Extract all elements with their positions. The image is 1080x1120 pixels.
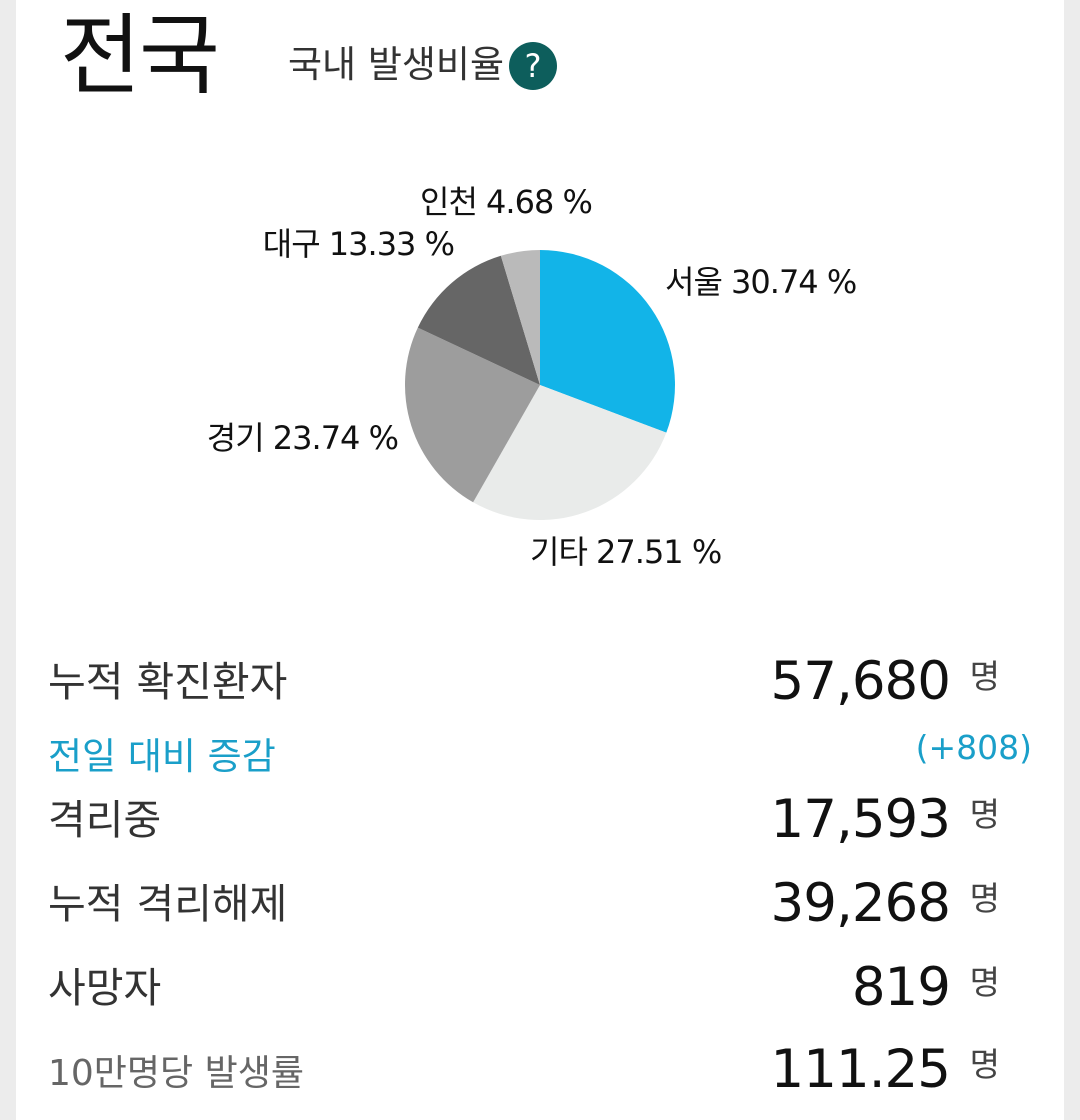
stat-cumulative-value: 57,680 <box>770 651 951 712</box>
delta-value: (+808) <box>915 728 1032 767</box>
subtitle: 국내 발생비율 <box>288 43 505 86</box>
pie-chart: 서울 30.74 % 기타 27.51 % 경기 23.74 % 대구 13.33 %… <box>207 183 858 571</box>
stat-released-unit: 명 <box>969 879 1000 918</box>
pie-label-1: 서울 30.74 % <box>665 263 856 301</box>
stat-released-value: 39,268 <box>770 873 951 934</box>
region-title: 전국 <box>60 4 220 107</box>
stat-isolating-value: 17,593 <box>770 789 951 850</box>
stat-rate-label: 10만명당 발생률 <box>48 1053 304 1094</box>
stat-rate-row: 10만명당 발생률 111.25 명 <box>48 1039 1000 1100</box>
pie-slice-5 <box>500 250 540 385</box>
pie-slice-1 <box>540 250 675 433</box>
pie-label-2: 기타 27.51 % <box>530 533 721 571</box>
stat-released-label: 누적 격리해제 <box>48 880 288 928</box>
stat-released-row: 누적 격리해제 39,268 명 <box>48 873 1000 934</box>
help-icon[interactable]: ? <box>509 42 557 90</box>
stat-rate-value: 111.25 <box>770 1039 951 1100</box>
pie-slice-3 <box>404 327 540 503</box>
stat-cumulative-unit: 명 <box>969 657 1000 696</box>
stat-isolating-unit: 명 <box>969 795 1000 834</box>
stat-deaths-value: 819 <box>851 957 951 1018</box>
stat-deaths-label: 사망자 <box>48 964 162 1012</box>
pie-label-4: 대구 13.33 % <box>263 225 454 263</box>
stat-cumulative-label: 누적 확진환자 <box>48 658 288 706</box>
stat-isolating-label: 격리중 <box>48 796 162 844</box>
stat-rate-unit: 명 <box>969 1045 1000 1084</box>
pie-label-5: 인천 4.68 % <box>420 183 592 221</box>
stat-isolating-row: 격리중 17,593 명 <box>48 789 1000 850</box>
stats-card <box>16 0 1064 1120</box>
pie-label-3: 경기 23.74 % <box>207 419 398 457</box>
stat-cumulative-row: 누적 확진환자 57,680 명 <box>48 651 1000 712</box>
stat-deaths-unit: 명 <box>969 963 1000 1002</box>
pie-slice-2 <box>473 385 667 521</box>
stat-deaths-row: 사망자 819 명 <box>48 957 1000 1018</box>
delta-label: 전일 대비 증감 <box>48 735 276 778</box>
pie-slice-4 <box>417 255 540 385</box>
